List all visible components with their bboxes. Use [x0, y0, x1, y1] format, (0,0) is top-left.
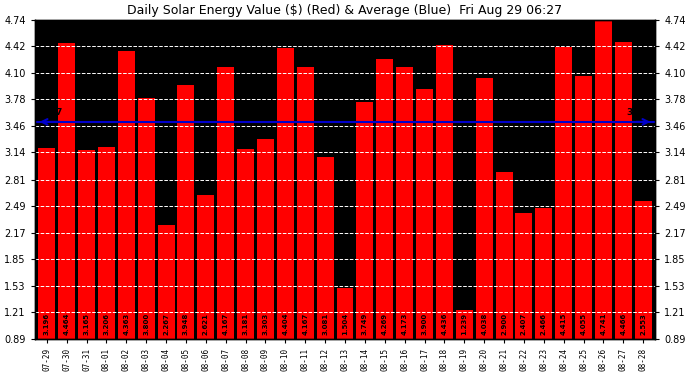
- Bar: [197, 195, 215, 339]
- Text: 3.507: 3.507: [34, 108, 63, 117]
- Text: 2.267: 2.267: [163, 313, 169, 334]
- Bar: [177, 86, 195, 339]
- Text: 1.239: 1.239: [462, 312, 467, 334]
- Bar: [217, 67, 234, 339]
- Bar: [615, 42, 632, 339]
- Bar: [376, 59, 393, 339]
- Bar: [39, 148, 55, 339]
- Text: 2.553: 2.553: [640, 313, 647, 334]
- Bar: [396, 67, 413, 339]
- Bar: [98, 147, 115, 339]
- Text: 2.621: 2.621: [203, 313, 209, 334]
- Text: 4.464: 4.464: [63, 312, 70, 334]
- Bar: [595, 20, 612, 339]
- Text: 3.165: 3.165: [83, 312, 90, 334]
- Bar: [237, 149, 254, 339]
- Bar: [456, 310, 473, 339]
- Bar: [575, 76, 592, 339]
- Bar: [635, 201, 651, 339]
- Text: 3.206: 3.206: [104, 312, 110, 334]
- Text: 3.081: 3.081: [322, 312, 328, 334]
- Bar: [416, 89, 433, 339]
- Text: 4.055: 4.055: [580, 312, 586, 334]
- Bar: [78, 150, 95, 339]
- Bar: [337, 288, 353, 339]
- Bar: [58, 43, 75, 339]
- Text: 4.741: 4.741: [600, 312, 607, 334]
- Bar: [277, 48, 294, 339]
- Text: 4.167: 4.167: [223, 312, 228, 334]
- Bar: [118, 51, 135, 339]
- Bar: [157, 225, 175, 339]
- Bar: [475, 78, 493, 339]
- Text: Copyright 2008 Cartronics.com: Copyright 2008 Cartronics.com: [41, 24, 160, 33]
- Text: 4.415: 4.415: [561, 312, 566, 334]
- Bar: [535, 208, 552, 339]
- Text: 2.900: 2.900: [501, 312, 507, 334]
- Text: 3.181: 3.181: [243, 312, 248, 334]
- Text: 3.948: 3.948: [183, 312, 189, 334]
- Bar: [555, 46, 572, 339]
- Text: 3.507: 3.507: [627, 108, 655, 117]
- Text: 4.173: 4.173: [402, 312, 408, 334]
- Bar: [357, 102, 373, 339]
- Text: 4.466: 4.466: [620, 312, 627, 334]
- Text: 4.038: 4.038: [481, 312, 487, 334]
- Title: Daily Solar Energy Value ($) (Red) & Average (Blue)  Fri Aug 29 06:27: Daily Solar Energy Value ($) (Red) & Ave…: [128, 4, 562, 17]
- Text: 4.269: 4.269: [382, 312, 388, 334]
- Bar: [138, 98, 155, 339]
- Bar: [436, 45, 453, 339]
- Text: 4.363: 4.363: [124, 312, 129, 334]
- Text: 2.407: 2.407: [521, 312, 527, 334]
- Text: 3.196: 3.196: [43, 312, 50, 334]
- Bar: [515, 213, 533, 339]
- Text: 3.749: 3.749: [362, 312, 368, 334]
- Bar: [495, 172, 513, 339]
- Text: 3.303: 3.303: [262, 312, 268, 334]
- Bar: [297, 67, 314, 339]
- Text: 4.404: 4.404: [282, 312, 288, 334]
- Bar: [317, 157, 333, 339]
- Text: 2.466: 2.466: [541, 312, 547, 334]
- Text: 3.900: 3.900: [422, 312, 428, 334]
- Text: 4.167: 4.167: [302, 312, 308, 334]
- Bar: [257, 139, 274, 339]
- Text: 4.436: 4.436: [442, 312, 447, 334]
- Text: 1.504: 1.504: [342, 312, 348, 334]
- Text: 3.800: 3.800: [143, 312, 149, 334]
